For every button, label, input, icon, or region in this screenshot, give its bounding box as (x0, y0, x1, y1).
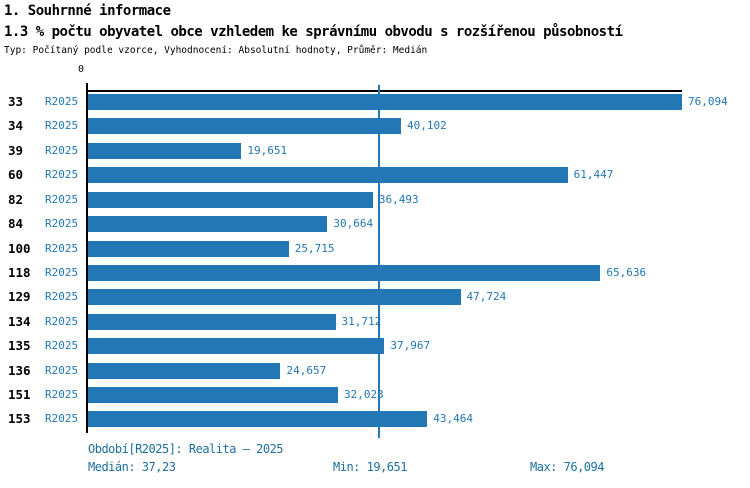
chart-row: 118 R2025 65,636 (0, 261, 750, 285)
chart-row: 84 R2025 30,664 (0, 212, 750, 236)
bar-value-label: 24,657 (286, 363, 327, 377)
row-series-label: R2025 (45, 143, 79, 157)
bar-value-label: 30,664 (333, 217, 374, 231)
row-category-label: 129 (8, 289, 31, 305)
chart-row: 151 R2025 32,023 (0, 383, 750, 407)
bar (88, 118, 402, 135)
row-category-label: 33 (8, 94, 24, 109)
row-category-label: 82 (8, 191, 24, 207)
row-category-label: 136 (8, 362, 31, 378)
bar-value-label: 31,712 (341, 314, 382, 328)
chart-row: 82 R2025 36,493 (0, 188, 750, 212)
bar (88, 362, 281, 379)
bar (88, 94, 682, 110)
bar-value-label: 25,715 (294, 241, 335, 255)
row-series-label: R2025 (45, 265, 79, 279)
indicator-meta: Typ: Počítaný podle vzorce, Vyhodnocení:… (4, 45, 428, 56)
max-stat: Max: 76,094 (530, 460, 604, 474)
chart-row: 129 R2025 47,724 (0, 285, 750, 309)
row-series-label: R2025 (45, 412, 79, 426)
chart-row: 39 R2025 19,651 (0, 139, 750, 163)
row-category-label: 39 (8, 142, 24, 158)
bar (88, 338, 385, 355)
min-stat: Min: 19,651 (333, 460, 407, 474)
row-series-label: R2025 (45, 168, 79, 182)
row-series-label: R2025 (45, 95, 79, 108)
bar (88, 191, 373, 208)
bar-value-label: 37,967 (390, 339, 431, 353)
x-axis-line (88, 90, 682, 92)
bar-value-label: 43,464 (433, 412, 474, 426)
row-series-label: R2025 (45, 363, 79, 377)
chart-row: 153 R2025 43,464 (0, 407, 750, 431)
bar (88, 387, 338, 404)
row-category-label: 118 (8, 264, 31, 280)
bar-value-label: 65,636 (606, 265, 647, 279)
chart-row: 34 R2025 40,102 (0, 114, 750, 138)
row-series-label: R2025 (45, 388, 79, 402)
indicator-title: 1.3 % počtu obyvatel obce vzhledem ke sp… (4, 24, 623, 40)
chart-rows: 33 R2025 76,094 34 R2025 40,102 39 R2025 19,651 6… (0, 90, 750, 432)
row-series-label: R2025 (45, 339, 79, 353)
bar (88, 264, 601, 281)
chart-row: 33 R2025 76,094 (0, 90, 750, 114)
bar (88, 216, 328, 233)
row-category-label: 151 (8, 387, 31, 403)
row-series-label: R2025 (45, 217, 79, 231)
bar-value-label: 47,724 (466, 290, 507, 304)
chart-row: 134 R2025 31,712 (0, 310, 750, 334)
y-axis-line (86, 83, 88, 433)
row-series-label: R2025 (45, 314, 79, 328)
chart-row: 100 R2025 25,715 (0, 237, 750, 261)
bar (88, 167, 568, 184)
row-series-label: R2025 (45, 290, 79, 304)
bar-value-label: 40,102 (407, 119, 447, 133)
bar-value-label: 32,023 (343, 388, 384, 402)
bar-value-label: 76,094 (688, 95, 728, 108)
bar-value-label: 61,447 (573, 168, 614, 182)
row-category-label: 60 (8, 167, 24, 183)
row-series-label: R2025 (45, 119, 79, 133)
bar (88, 313, 336, 330)
row-category-label: 135 (8, 338, 31, 354)
chart-row: 135 R2025 37,967 (0, 334, 750, 358)
period-label: Období[R2025]: Realita – 2025 (88, 442, 284, 456)
bar (88, 240, 289, 257)
row-category-label: 84 (8, 216, 24, 232)
bar (88, 289, 461, 306)
bar (88, 411, 428, 428)
row-category-label: 153 (8, 411, 31, 427)
chart-row: 60 R2025 61,447 (0, 163, 750, 187)
bar-value-label: 36,493 (378, 192, 419, 206)
row-category-label: 134 (8, 313, 31, 329)
chart-row: 136 R2025 24,657 (0, 359, 750, 383)
x-axis-zero-label: 0 (77, 64, 84, 75)
bar (88, 142, 242, 159)
bar-value-label: 19,651 (247, 143, 288, 157)
median-line (377, 85, 380, 438)
row-category-label: 100 (8, 240, 31, 256)
row-category-label: 34 (8, 118, 24, 134)
report-section-title: 1. Souhrnné informace (4, 3, 171, 19)
median-stat: Medián: 37,23 (88, 460, 176, 474)
row-series-label: R2025 (45, 241, 79, 255)
row-series-label: R2025 (45, 192, 79, 206)
